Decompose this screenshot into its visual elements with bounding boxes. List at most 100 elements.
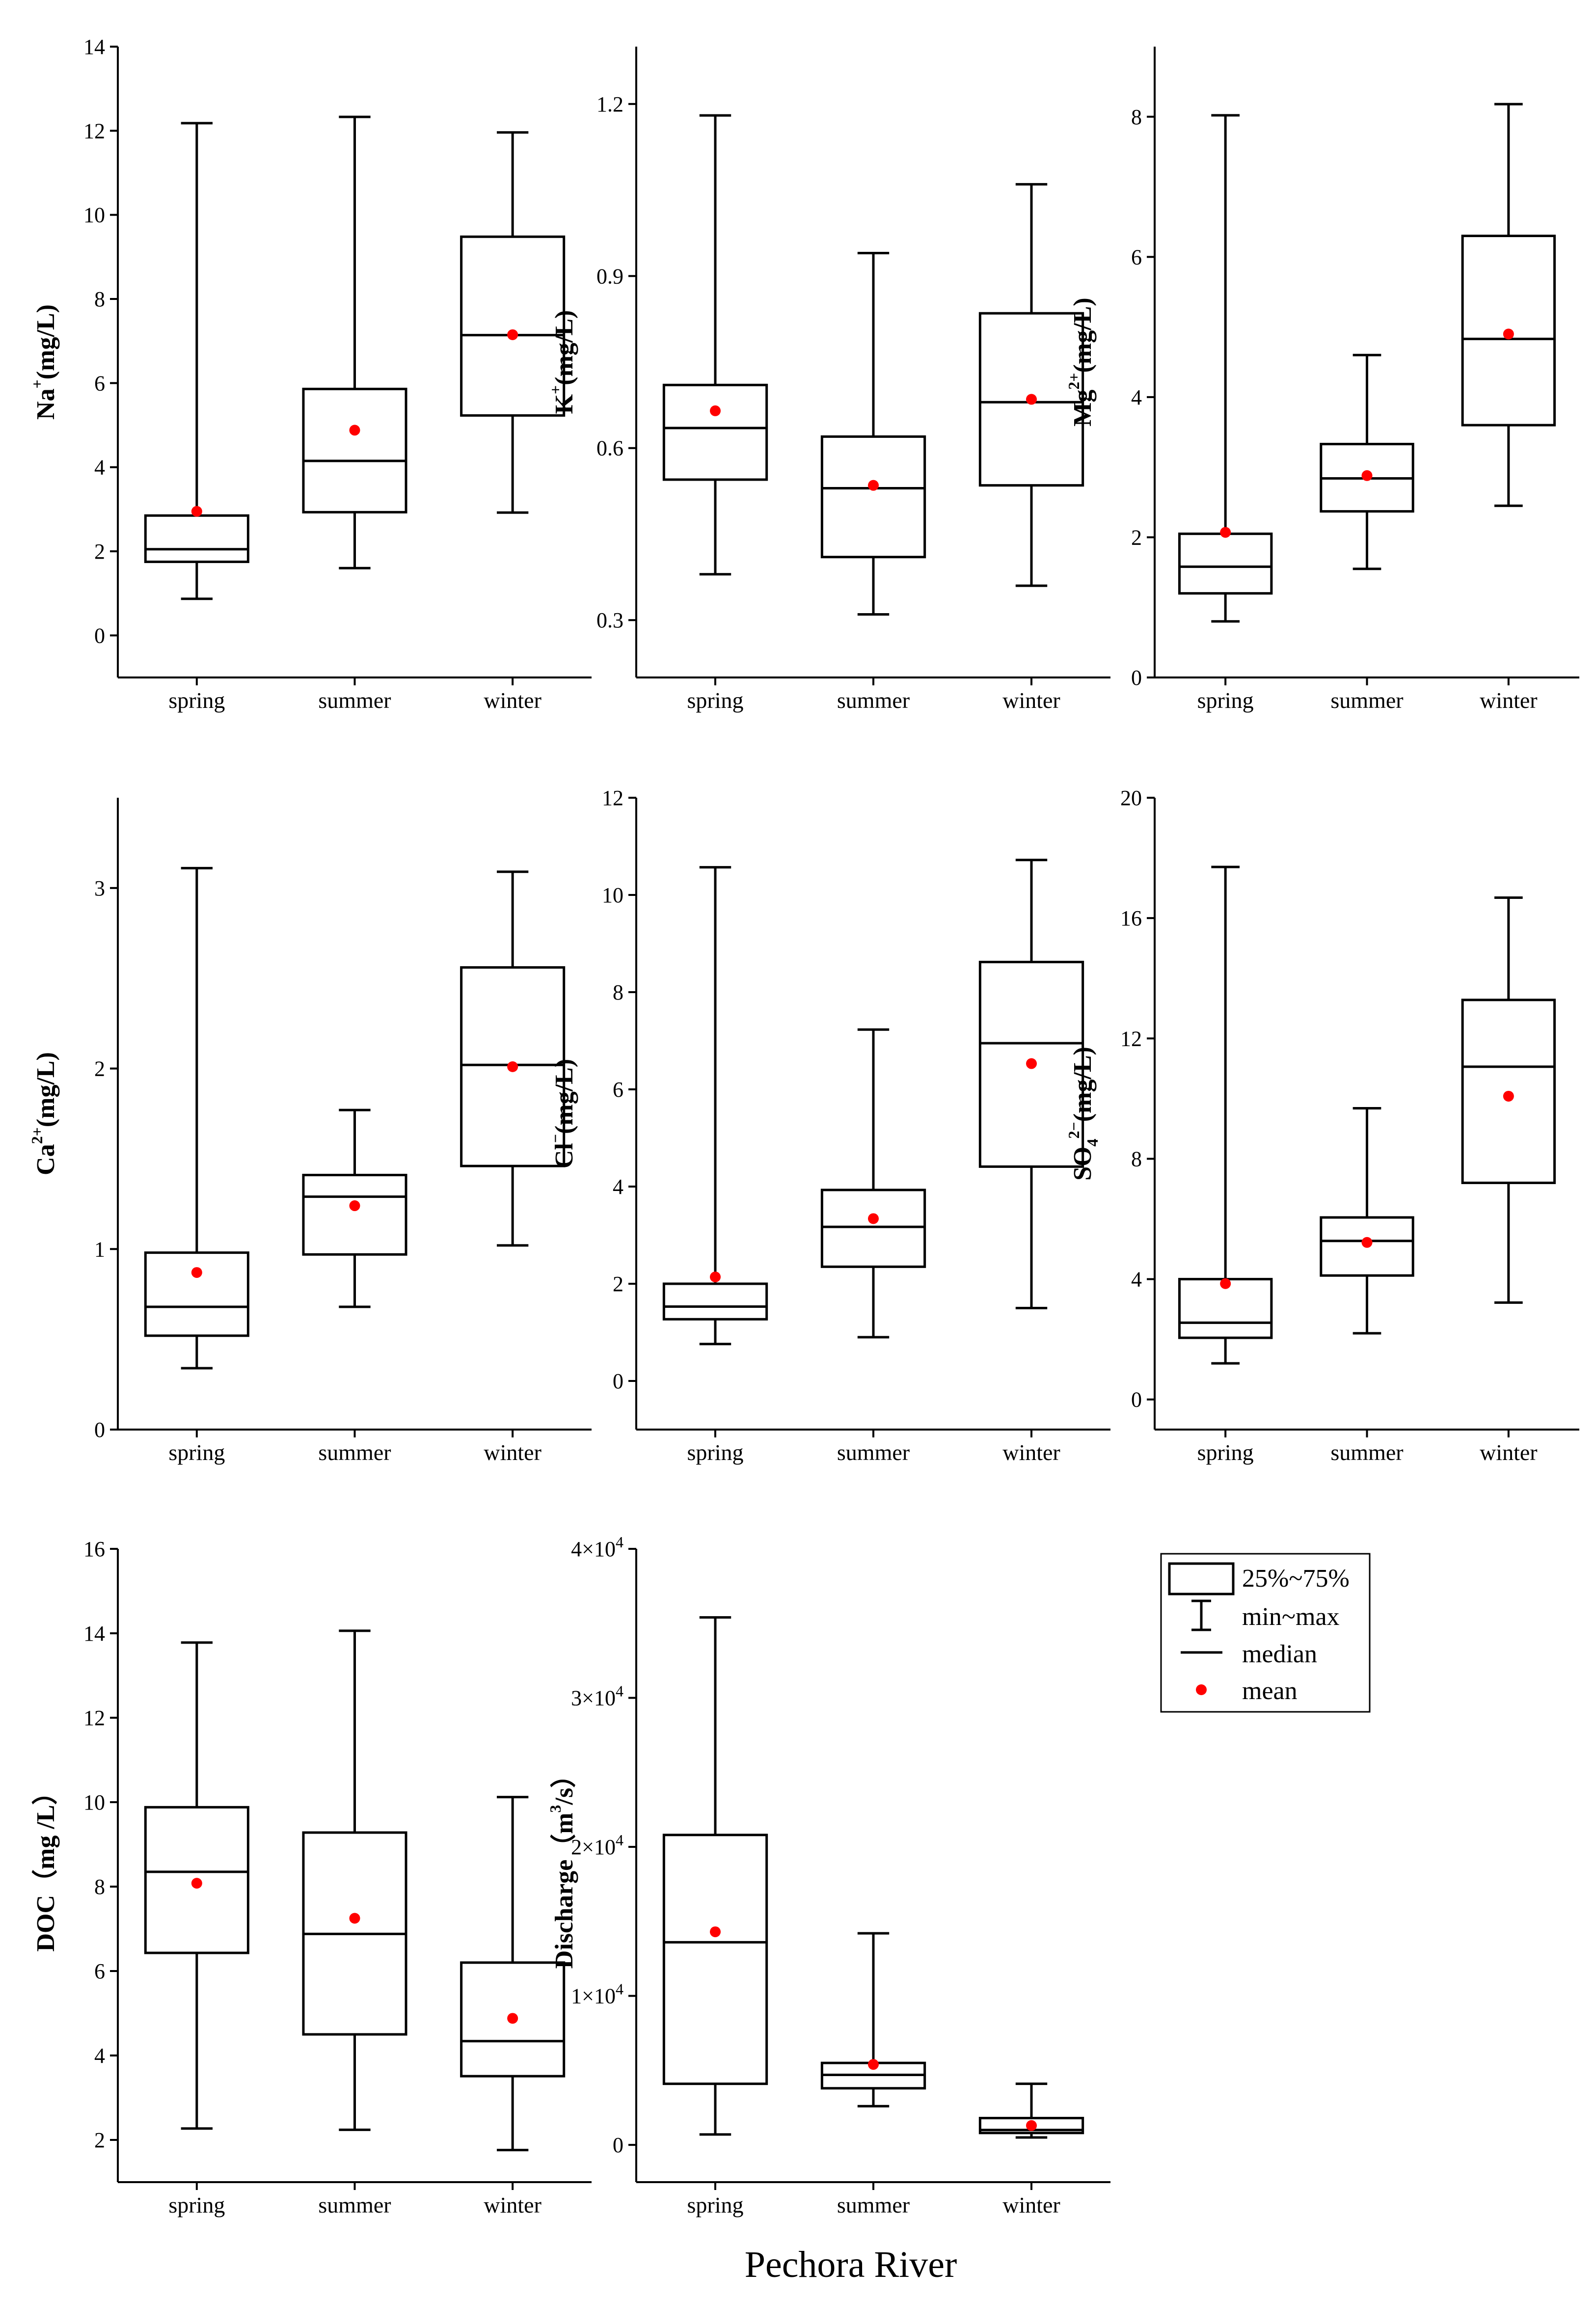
y-tick-label: 3: [94, 876, 105, 900]
iqr-box: [302, 1174, 407, 1256]
mean-point: [349, 1913, 360, 1924]
box-winter: [1461, 103, 1556, 507]
legend-box-swatch: [1168, 1562, 1235, 1595]
y-tick-mantissa: 3×10: [571, 1686, 616, 1710]
y-tick-label: 2: [1131, 525, 1142, 549]
y-tick-label: 12: [83, 1706, 105, 1730]
iqr-box: [662, 1834, 768, 2085]
x-category-label: spring: [168, 688, 225, 713]
box-summer: [820, 252, 926, 616]
mean-point: [710, 1271, 721, 1283]
legend-frame: [1160, 1553, 1371, 1713]
y-axis-label: Cl−(mg/L): [546, 1059, 578, 1168]
box-spring: [1178, 865, 1273, 1365]
iqr-box: [144, 1806, 249, 1954]
x-category-label: winter: [1480, 688, 1538, 713]
y-axis-label-base: Ca: [32, 1144, 60, 1175]
y-axis-label: Ca2+(mg/L): [28, 1052, 60, 1175]
mean-point: [710, 1926, 721, 1938]
y-axis-label-unit: /s）: [550, 1762, 578, 1806]
y-tick-label: 2: [613, 1272, 623, 1296]
y-tick-label: 0: [613, 1369, 623, 1393]
mean-point: [1220, 1278, 1231, 1289]
iqr-box: [1461, 999, 1556, 1184]
y-tick-label: 14: [83, 35, 105, 59]
box-winter: [978, 2082, 1084, 2139]
iqr-box: [144, 1251, 249, 1337]
y-tick-label: 2: [94, 1057, 105, 1081]
iqr-box: [978, 2116, 1084, 2135]
y-axis-label-base: K: [550, 394, 578, 414]
figure-footer-label: Pechora River: [745, 2244, 957, 2285]
mean-point: [507, 329, 518, 340]
y-axis-label: Mg2+(mg/L): [1065, 297, 1097, 426]
y-tick-label: 16: [1120, 906, 1142, 930]
y-axis-label-superscript: 2+: [1065, 373, 1082, 389]
iqr-box: [662, 1282, 768, 1321]
box-spring: [144, 866, 249, 1370]
y-tick-label: 1: [94, 1237, 105, 1261]
mean-point: [1361, 470, 1373, 481]
iqr-box: [978, 312, 1084, 487]
y-tick-label: 4: [94, 2044, 105, 2068]
panel-3: 0 2 4 6 8 spring summer winter Mg2+(mg/L): [1065, 47, 1579, 713]
iqr-box: [460, 1961, 566, 2078]
x-category-label: spring: [687, 1440, 744, 1465]
y-axis-label-base: Mg: [1069, 390, 1097, 427]
legend-whisker-label: min~max: [1242, 1603, 1340, 1631]
legend: 25%~75% min~max median mean: [1160, 1553, 1371, 1713]
mean-point: [1026, 394, 1037, 405]
mean-point: [349, 425, 360, 436]
x-category-label: winter: [1002, 1440, 1060, 1465]
y-axis-label-unit: (mg/L): [550, 310, 578, 385]
box-winter: [978, 183, 1084, 587]
y-axis-label-superscript: 3: [546, 1805, 564, 1812]
panel-7: 2 4 6 8 10 12 14 16 spring summer winter DOC（mg /L）: [31, 1537, 592, 2217]
x-category-label: summer: [318, 688, 391, 713]
iqr-box: [460, 966, 566, 1167]
y-tick-label: 2: [94, 540, 105, 564]
y-tick-label: 1.2: [596, 92, 623, 116]
y-tick-label: 10: [83, 1790, 105, 1814]
mean-point: [191, 506, 202, 517]
y-axis-label: Discharge（m3/s）: [546, 1762, 578, 1969]
box-summer: [820, 1028, 926, 1339]
box-winter: [978, 859, 1084, 1309]
y-tick-label: 12: [602, 786, 623, 810]
x-category-label: spring: [687, 688, 744, 713]
x-category-label: summer: [318, 1440, 391, 1465]
x-category-label: spring: [1197, 1440, 1254, 1465]
mean-point: [710, 405, 721, 416]
y-tick-mantissa: 4×10: [571, 1537, 616, 1561]
box-summer: [1320, 353, 1414, 570]
y-tick-label: 4×104: [571, 1533, 623, 1561]
y-tick-label: 10: [602, 883, 623, 907]
mean-point: [868, 2059, 879, 2070]
x-category-label: summer: [318, 2192, 391, 2217]
box-summer: [302, 115, 407, 569]
box-winter: [460, 870, 566, 1247]
y-tick-label: 1×104: [571, 1980, 623, 2008]
y-tick-label: 6: [1131, 245, 1142, 269]
y-tick-label: 6: [613, 1078, 623, 1102]
y-axis-label-unit: (mg/L): [1069, 1047, 1097, 1122]
x-category-label: winter: [484, 1440, 541, 1465]
y-tick-label: 0.3: [596, 608, 623, 632]
box-spring: [662, 1616, 768, 2136]
mean-point: [349, 1200, 360, 1212]
y-tick-label: 8: [94, 287, 105, 311]
x-category-label: summer: [837, 688, 910, 713]
box-spring: [1178, 114, 1273, 623]
box-spring: [662, 866, 768, 1346]
y-axis-label: K+(mg/L): [546, 310, 578, 414]
y-axis-label-base: SO: [1069, 1146, 1097, 1180]
y-axis-label: Na+(mg/L): [28, 304, 60, 420]
y-tick-exponent: 4: [616, 1682, 623, 1700]
y-tick-label: 4: [1131, 385, 1142, 409]
iqr-box: [1461, 235, 1556, 427]
y-tick-label: 0: [613, 2133, 623, 2157]
